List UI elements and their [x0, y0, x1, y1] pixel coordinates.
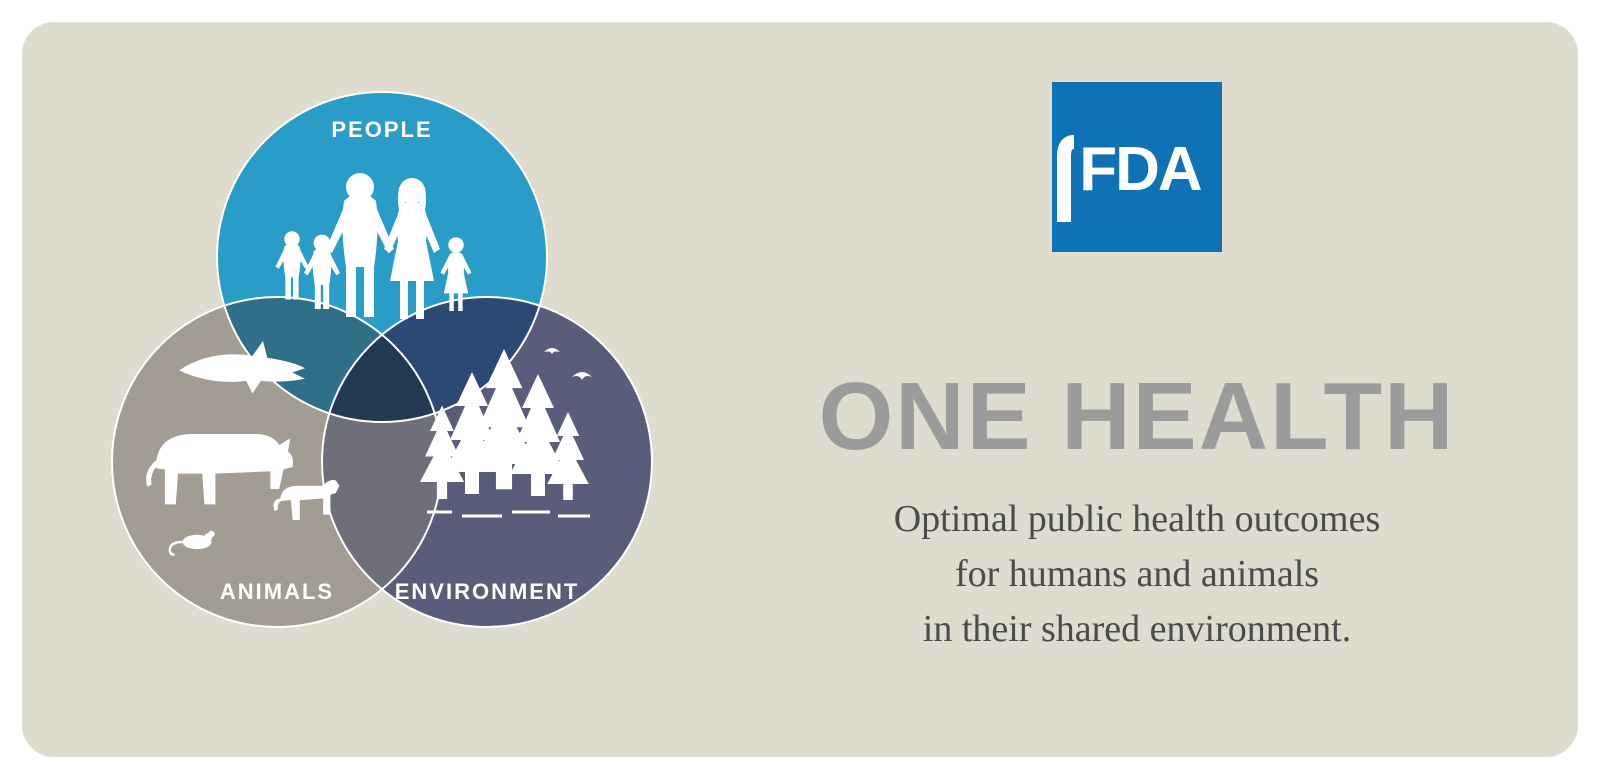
venn-label-environment: ENVIRONMENT: [395, 579, 580, 604]
subtitle-line: in their shared environment.: [923, 608, 1351, 650]
fda-logo-text: FDA: [1079, 135, 1202, 204]
infographic-card: PEOPLE ANIMALS ENVIRONMENT FDA ONE HEALT…: [22, 22, 1578, 757]
subtitle-line: for humans and animals: [955, 553, 1319, 595]
venn-label-people: PEOPLE: [331, 117, 432, 142]
subtitle: Optimal public health outcomes for human…: [702, 492, 1572, 657]
venn-label-animals: ANIMALS: [220, 579, 334, 604]
subtitle-line: Optimal public health outcomes: [894, 498, 1381, 540]
right-column: FDA ONE HEALTH Optimal public health out…: [702, 82, 1572, 722]
main-title: ONE HEALTH: [702, 362, 1572, 472]
venn-diagram: PEOPLE ANIMALS ENVIRONMENT: [82, 67, 682, 717]
fda-logo-badge: FDA: [1052, 82, 1222, 252]
